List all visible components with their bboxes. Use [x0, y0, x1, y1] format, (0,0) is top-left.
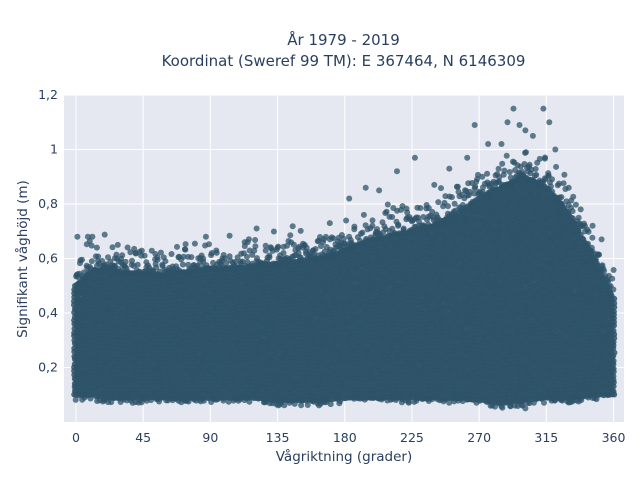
- data-points: [71, 105, 618, 412]
